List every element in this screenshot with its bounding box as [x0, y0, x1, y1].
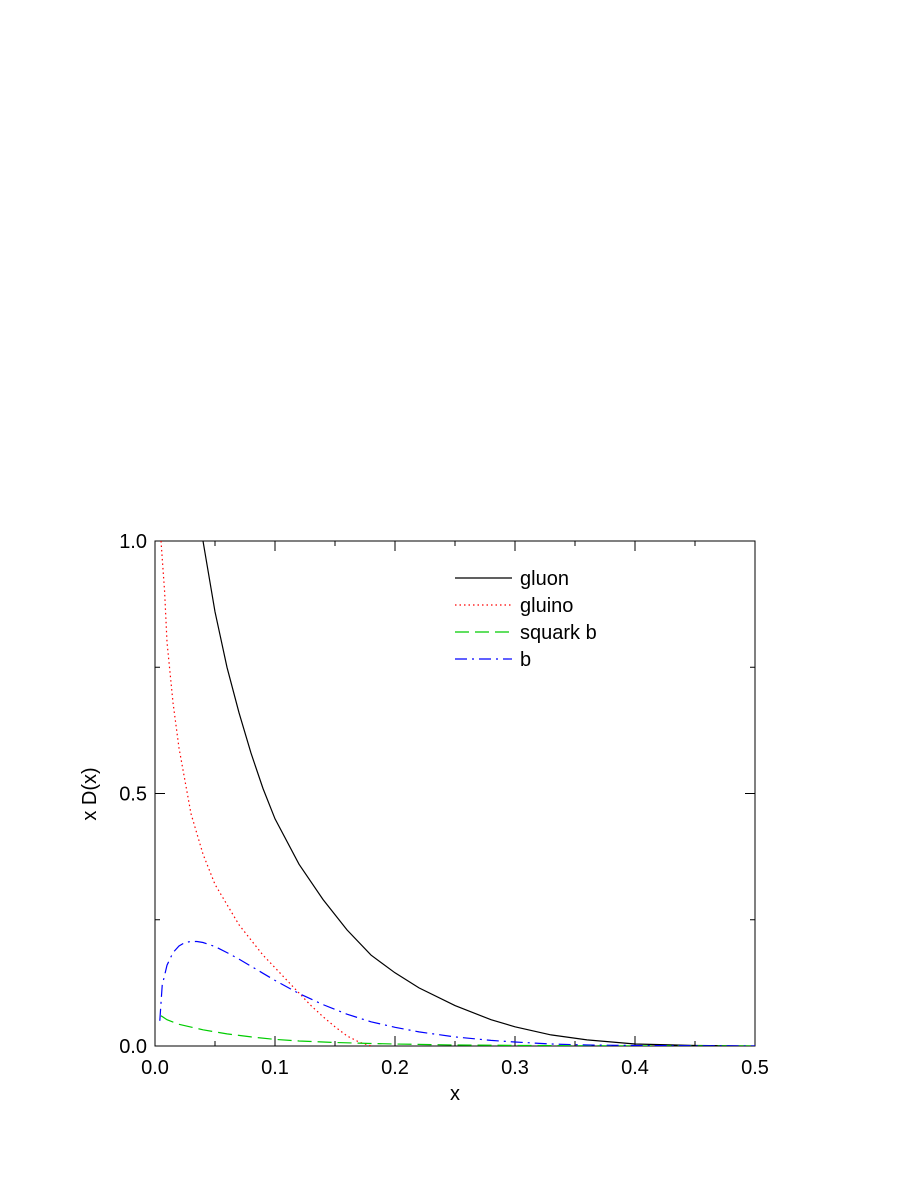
legend: gluon gluino squark b b [455, 568, 597, 671]
x-tick-label: 0.5 [741, 1057, 769, 1079]
series-line-gluino [160, 541, 372, 1046]
legend-label: squark b [520, 622, 597, 644]
legend-label: gluino [520, 595, 573, 617]
y-tick-label: 0.5 [119, 784, 147, 806]
plot-frame [154, 540, 756, 1047]
series-line-gluon [202, 541, 755, 1046]
series-layer [159, 541, 755, 1046]
x-axis-title: x [450, 1083, 460, 1105]
x-tick-label: 0.1 [261, 1057, 289, 1079]
legend-label: b [520, 649, 531, 671]
x-tick-label: 0.3 [501, 1057, 529, 1079]
x-tick-label: 0.0 [141, 1057, 169, 1079]
series-line-b [159, 940, 755, 1046]
legend-label: gluon [520, 568, 569, 590]
x-tick-label: 0.4 [621, 1057, 649, 1079]
x-tick-label: 0.2 [381, 1057, 409, 1079]
axis-tick-labels: 0.0 0.1 0.2 0.3 0.4 0.5 0.0 0.5 1.0 [119, 531, 769, 1079]
y-tick-label: 0.0 [119, 1036, 147, 1058]
axis-ticks [154, 540, 756, 1047]
series-line-squark-b [160, 1015, 755, 1046]
y-axis-title: x D(x) [79, 767, 101, 820]
y-tick-label: 1.0 [119, 531, 147, 553]
